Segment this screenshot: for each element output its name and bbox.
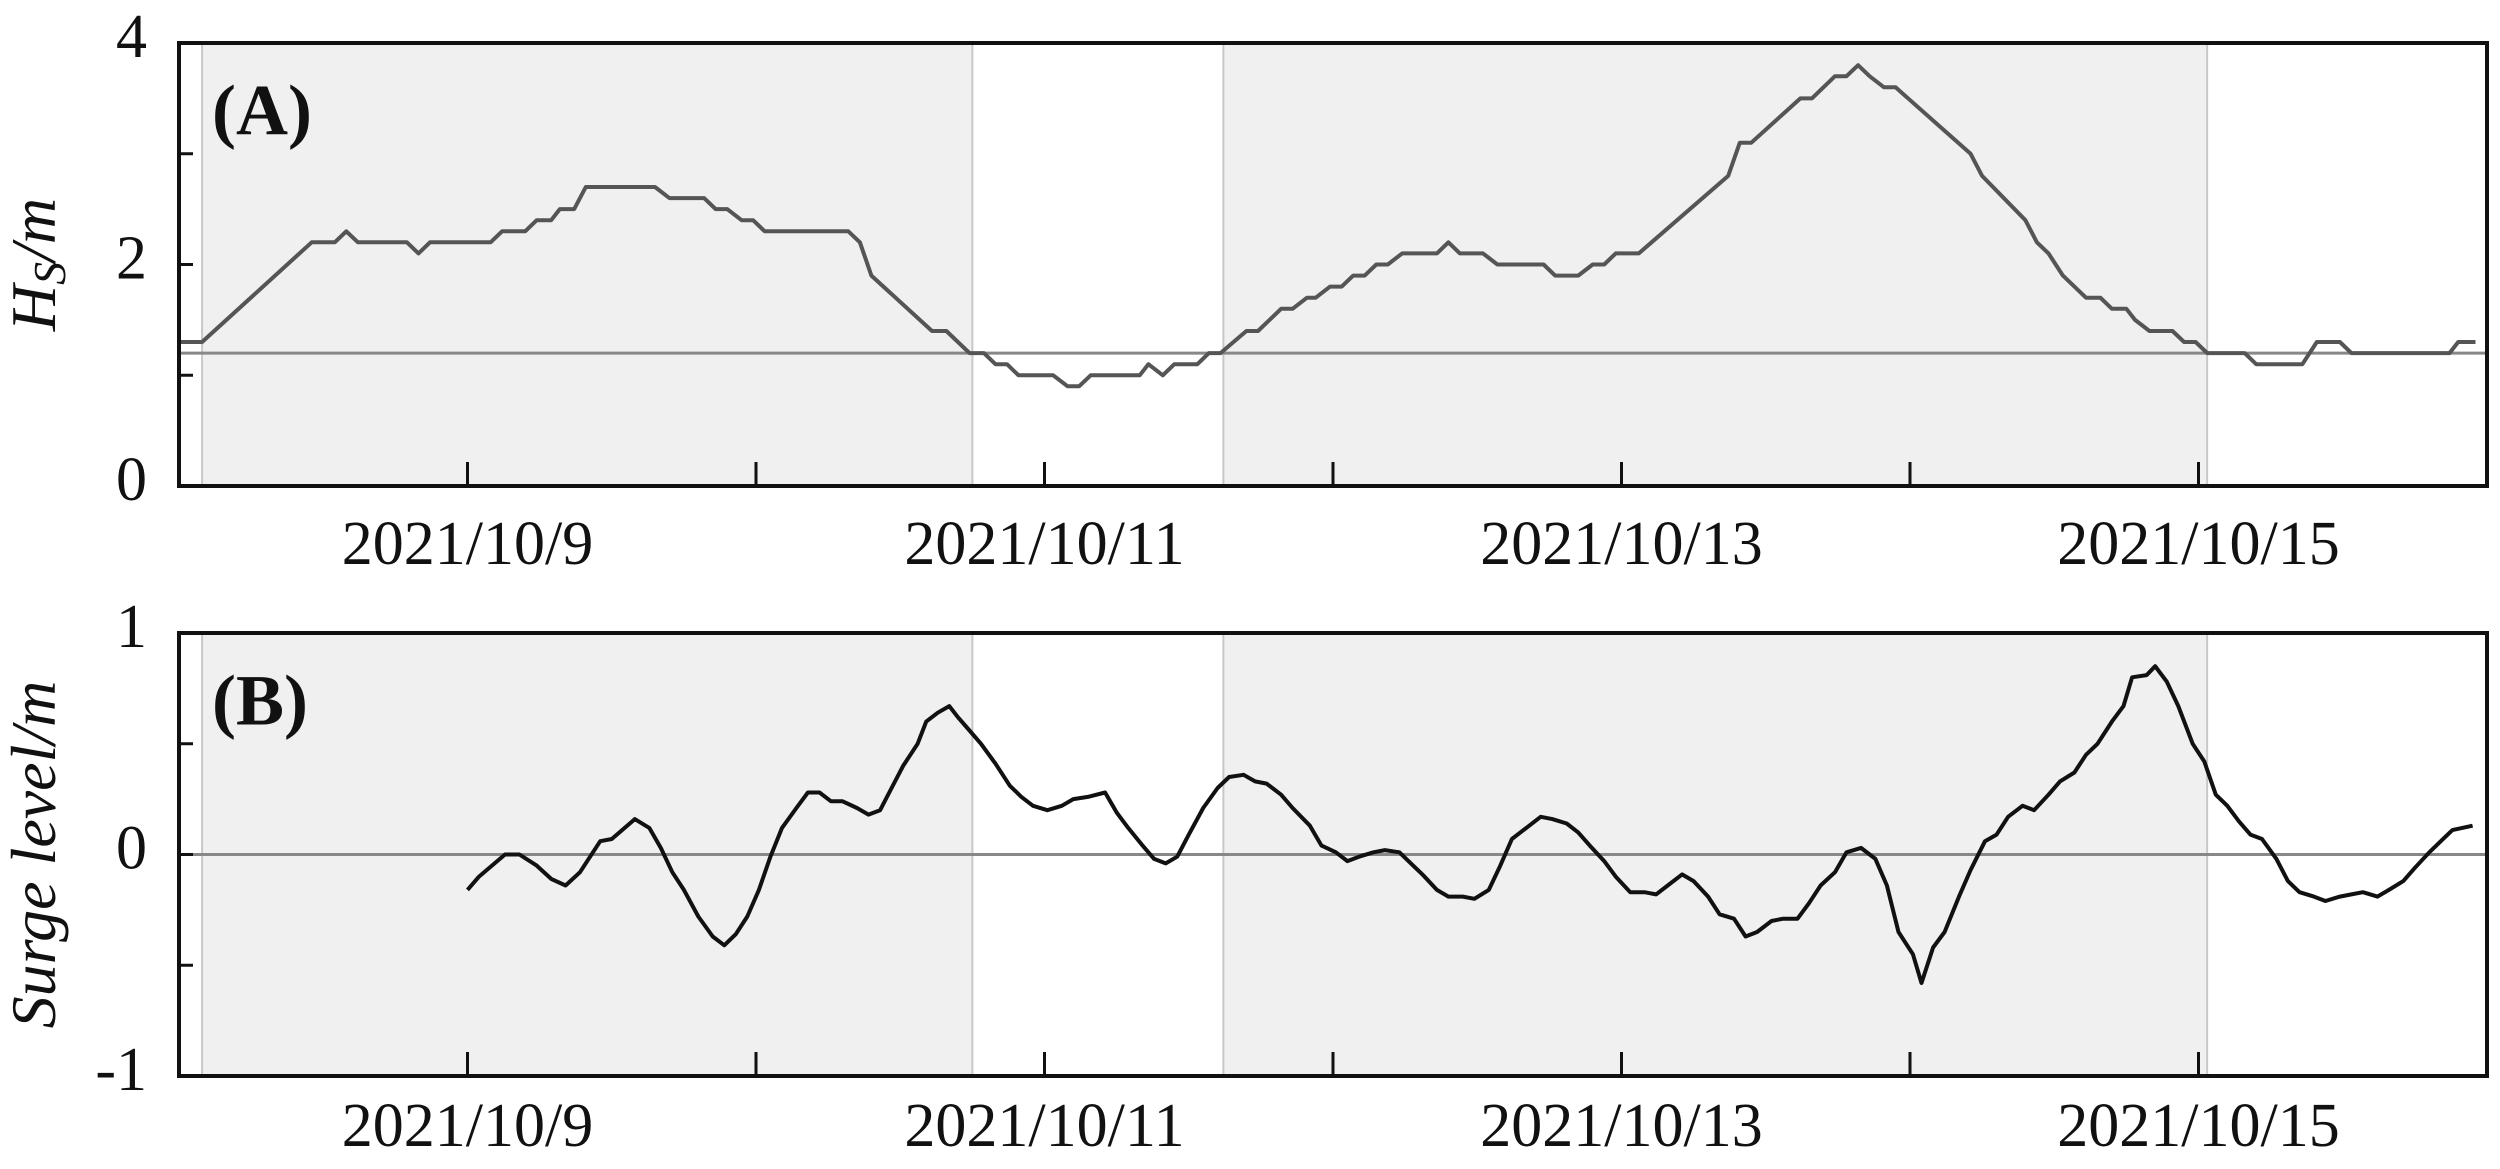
y-tick-label: 4 [116, 3, 147, 71]
x-tick-label: 2021/10/15 [2057, 510, 2339, 578]
x-tick-label: 2021/10/11 [904, 1092, 1184, 1160]
panel-label: (A) [212, 71, 312, 151]
data-line [179, 63, 2476, 389]
y-tick-label: -1 [95, 1036, 147, 1104]
y-tick-label: 1 [116, 593, 147, 661]
y-tick-label: 2 [116, 225, 147, 293]
x-tick-label: 2021/10/9 [342, 1092, 593, 1160]
y-axis-label-main: Surge level/m [0, 681, 69, 1029]
data-line [465, 664, 2474, 985]
shaded-region [1223, 43, 2208, 486]
x-tick-label: 2021/10/13 [1480, 510, 1762, 578]
x-tick-label: 2021/10/9 [342, 510, 593, 578]
y-tick-label: 0 [116, 446, 147, 514]
y-axis-label: Surge level/m [0, 681, 69, 1029]
y-axis-label: HS/m [0, 198, 75, 332]
y-axis-label-main: H [0, 281, 69, 332]
y-axis-label-rest: /m [0, 198, 69, 265]
y-axis-label-sub: S [24, 262, 75, 285]
panel-label: (B) [212, 661, 308, 741]
y-tick-label: 0 [116, 815, 147, 883]
shaded-region [202, 43, 973, 486]
x-tick-label: 2021/10/15 [2057, 1092, 2339, 1160]
x-tick-label: 2021/10/13 [1480, 1092, 1762, 1160]
x-tick-label: 2021/10/11 [904, 510, 1184, 578]
